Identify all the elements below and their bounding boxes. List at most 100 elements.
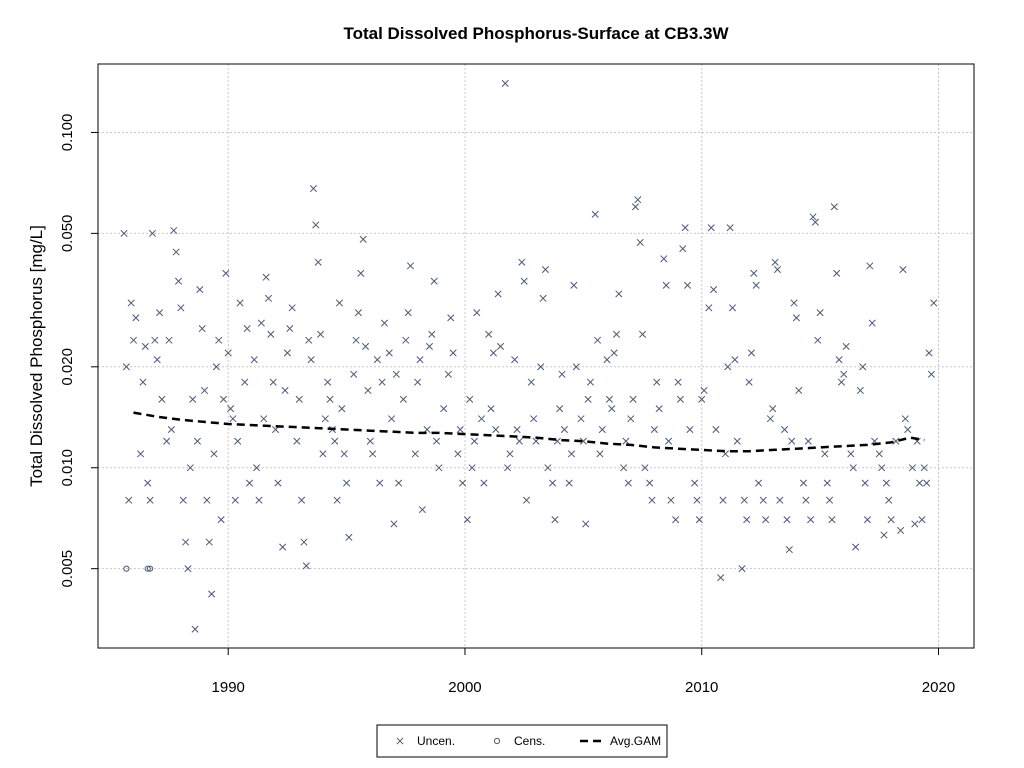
- data-point-uncensored: [127, 299, 135, 307]
- data-point-uncensored: [807, 516, 815, 524]
- y-tick-label: 0.005: [59, 550, 76, 588]
- data-point-uncensored: [887, 516, 895, 524]
- data-point-uncensored: [809, 213, 817, 221]
- data-point-uncensored: [504, 464, 512, 472]
- data-point-uncensored: [343, 479, 351, 487]
- data-point-uncensored: [868, 319, 876, 327]
- data-point-uncensored: [920, 464, 928, 472]
- data-point-uncensored: [710, 285, 718, 294]
- data-point-uncensored: [776, 496, 784, 504]
- data-point-uncensored: [492, 425, 500, 434]
- data-point-uncensored: [785, 546, 793, 554]
- data-point-uncensored: [634, 196, 642, 204]
- data-point-uncensored: [253, 464, 261, 472]
- data-point-uncensored: [406, 262, 415, 270]
- data-point-uncensored: [681, 224, 689, 232]
- data-point-uncensored: [930, 299, 938, 307]
- legend-x-marker: [396, 737, 404, 745]
- data-point-uncensored: [449, 349, 457, 357]
- data-point-uncensored: [174, 277, 183, 285]
- data-point-uncensored: [899, 266, 907, 274]
- data-point-uncensored: [752, 281, 760, 289]
- data-point-uncensored: [122, 363, 130, 371]
- data-point-uncensored: [132, 314, 140, 322]
- data-point-uncensored: [565, 479, 573, 487]
- data-point-uncensored: [338, 405, 346, 413]
- data-point-uncensored: [274, 479, 282, 487]
- data-point-uncensored: [416, 356, 424, 364]
- data-point-uncensored: [501, 79, 509, 87]
- y-axis-label: Total Dissolved Phosphorus [mg/L]: [27, 225, 46, 487]
- data-point-uncensored: [463, 516, 471, 524]
- data-point-uncensored: [650, 425, 658, 434]
- data-point-uncensored: [880, 531, 888, 539]
- data-point-uncensored: [184, 565, 192, 573]
- axes: 1990 2000 2010 2020 0.005 0.010 0.020 0.050 0.10…: [59, 114, 955, 696]
- data-point-uncensored: [309, 185, 318, 193]
- data-point-uncensored: [866, 262, 874, 270]
- data-point-uncensored: [520, 277, 528, 285]
- data-point-uncensored: [378, 378, 386, 386]
- data-point-uncensored: [804, 437, 812, 445]
- data-point-uncensored: [262, 273, 270, 281]
- data-point-uncensored: [257, 319, 265, 327]
- data-point-uncensored: [151, 336, 159, 344]
- data-point-uncensored: [608, 405, 616, 413]
- data-point-uncensored: [167, 425, 175, 434]
- data-point-uncensored: [856, 386, 864, 395]
- data-point-uncensored: [726, 224, 734, 232]
- data-point-uncensored: [392, 370, 400, 378]
- data-point-uncensored: [892, 437, 900, 445]
- data-point-uncensored: [802, 496, 810, 504]
- data-point-uncensored: [399, 395, 407, 403]
- data-point-uncensored: [404, 309, 412, 317]
- data-point-uncensored: [440, 405, 448, 413]
- x-tick-label: 2020: [922, 679, 955, 696]
- data-point-uncensored: [494, 290, 502, 298]
- data-point-uncensored: [260, 415, 268, 423]
- data-point-uncensored: [165, 336, 173, 344]
- data-point-uncensored: [418, 506, 426, 514]
- y-tick-label: 0.100: [59, 114, 76, 152]
- gam-line: [133, 411, 925, 453]
- data-point-uncensored: [229, 415, 237, 423]
- data-point-uncensored: [350, 370, 358, 378]
- data-point-uncensored: [326, 395, 334, 403]
- data-point-uncensored: [885, 496, 893, 504]
- data-point-uncensored: [915, 479, 924, 487]
- data-point-uncensored: [745, 378, 753, 386]
- data-point-uncensored: [911, 520, 919, 528]
- data-point-uncensored: [799, 479, 808, 487]
- data-point-uncensored: [603, 356, 611, 364]
- data-points: [120, 79, 938, 633]
- data-point-uncensored: [340, 450, 348, 458]
- data-point-uncensored: [163, 437, 171, 445]
- data-point-uncensored: [388, 415, 396, 423]
- y-tick-label: 0.010: [59, 449, 76, 487]
- data-point-uncensored: [302, 562, 310, 570]
- data-point-uncensored: [539, 294, 547, 302]
- data-point-uncensored: [558, 370, 566, 378]
- legend-box: [376, 724, 668, 758]
- data-point-uncensored: [217, 516, 225, 524]
- data-point-uncensored: [191, 625, 199, 633]
- data-point-uncensored: [527, 378, 535, 386]
- data-point-uncensored: [783, 516, 791, 524]
- data-point-uncensored: [679, 245, 687, 253]
- data-point-uncensored: [333, 496, 341, 504]
- data-point-uncensored: [665, 437, 673, 445]
- data-point-uncensored: [624, 479, 632, 487]
- data-point-uncensored: [728, 304, 737, 312]
- data-point-uncensored: [522, 496, 531, 504]
- data-point-uncensored: [137, 450, 145, 458]
- data-point-uncensored: [691, 479, 699, 487]
- data-point-uncensored: [477, 415, 486, 423]
- data-point-uncensored: [631, 203, 639, 211]
- data-point-uncensored: [395, 479, 403, 487]
- data-point-uncensored: [594, 336, 602, 344]
- data-point-uncensored: [823, 479, 831, 487]
- data-point-uncensored: [335, 299, 344, 307]
- data-point-uncensored: [129, 336, 138, 344]
- data-point-censored: [146, 565, 154, 572]
